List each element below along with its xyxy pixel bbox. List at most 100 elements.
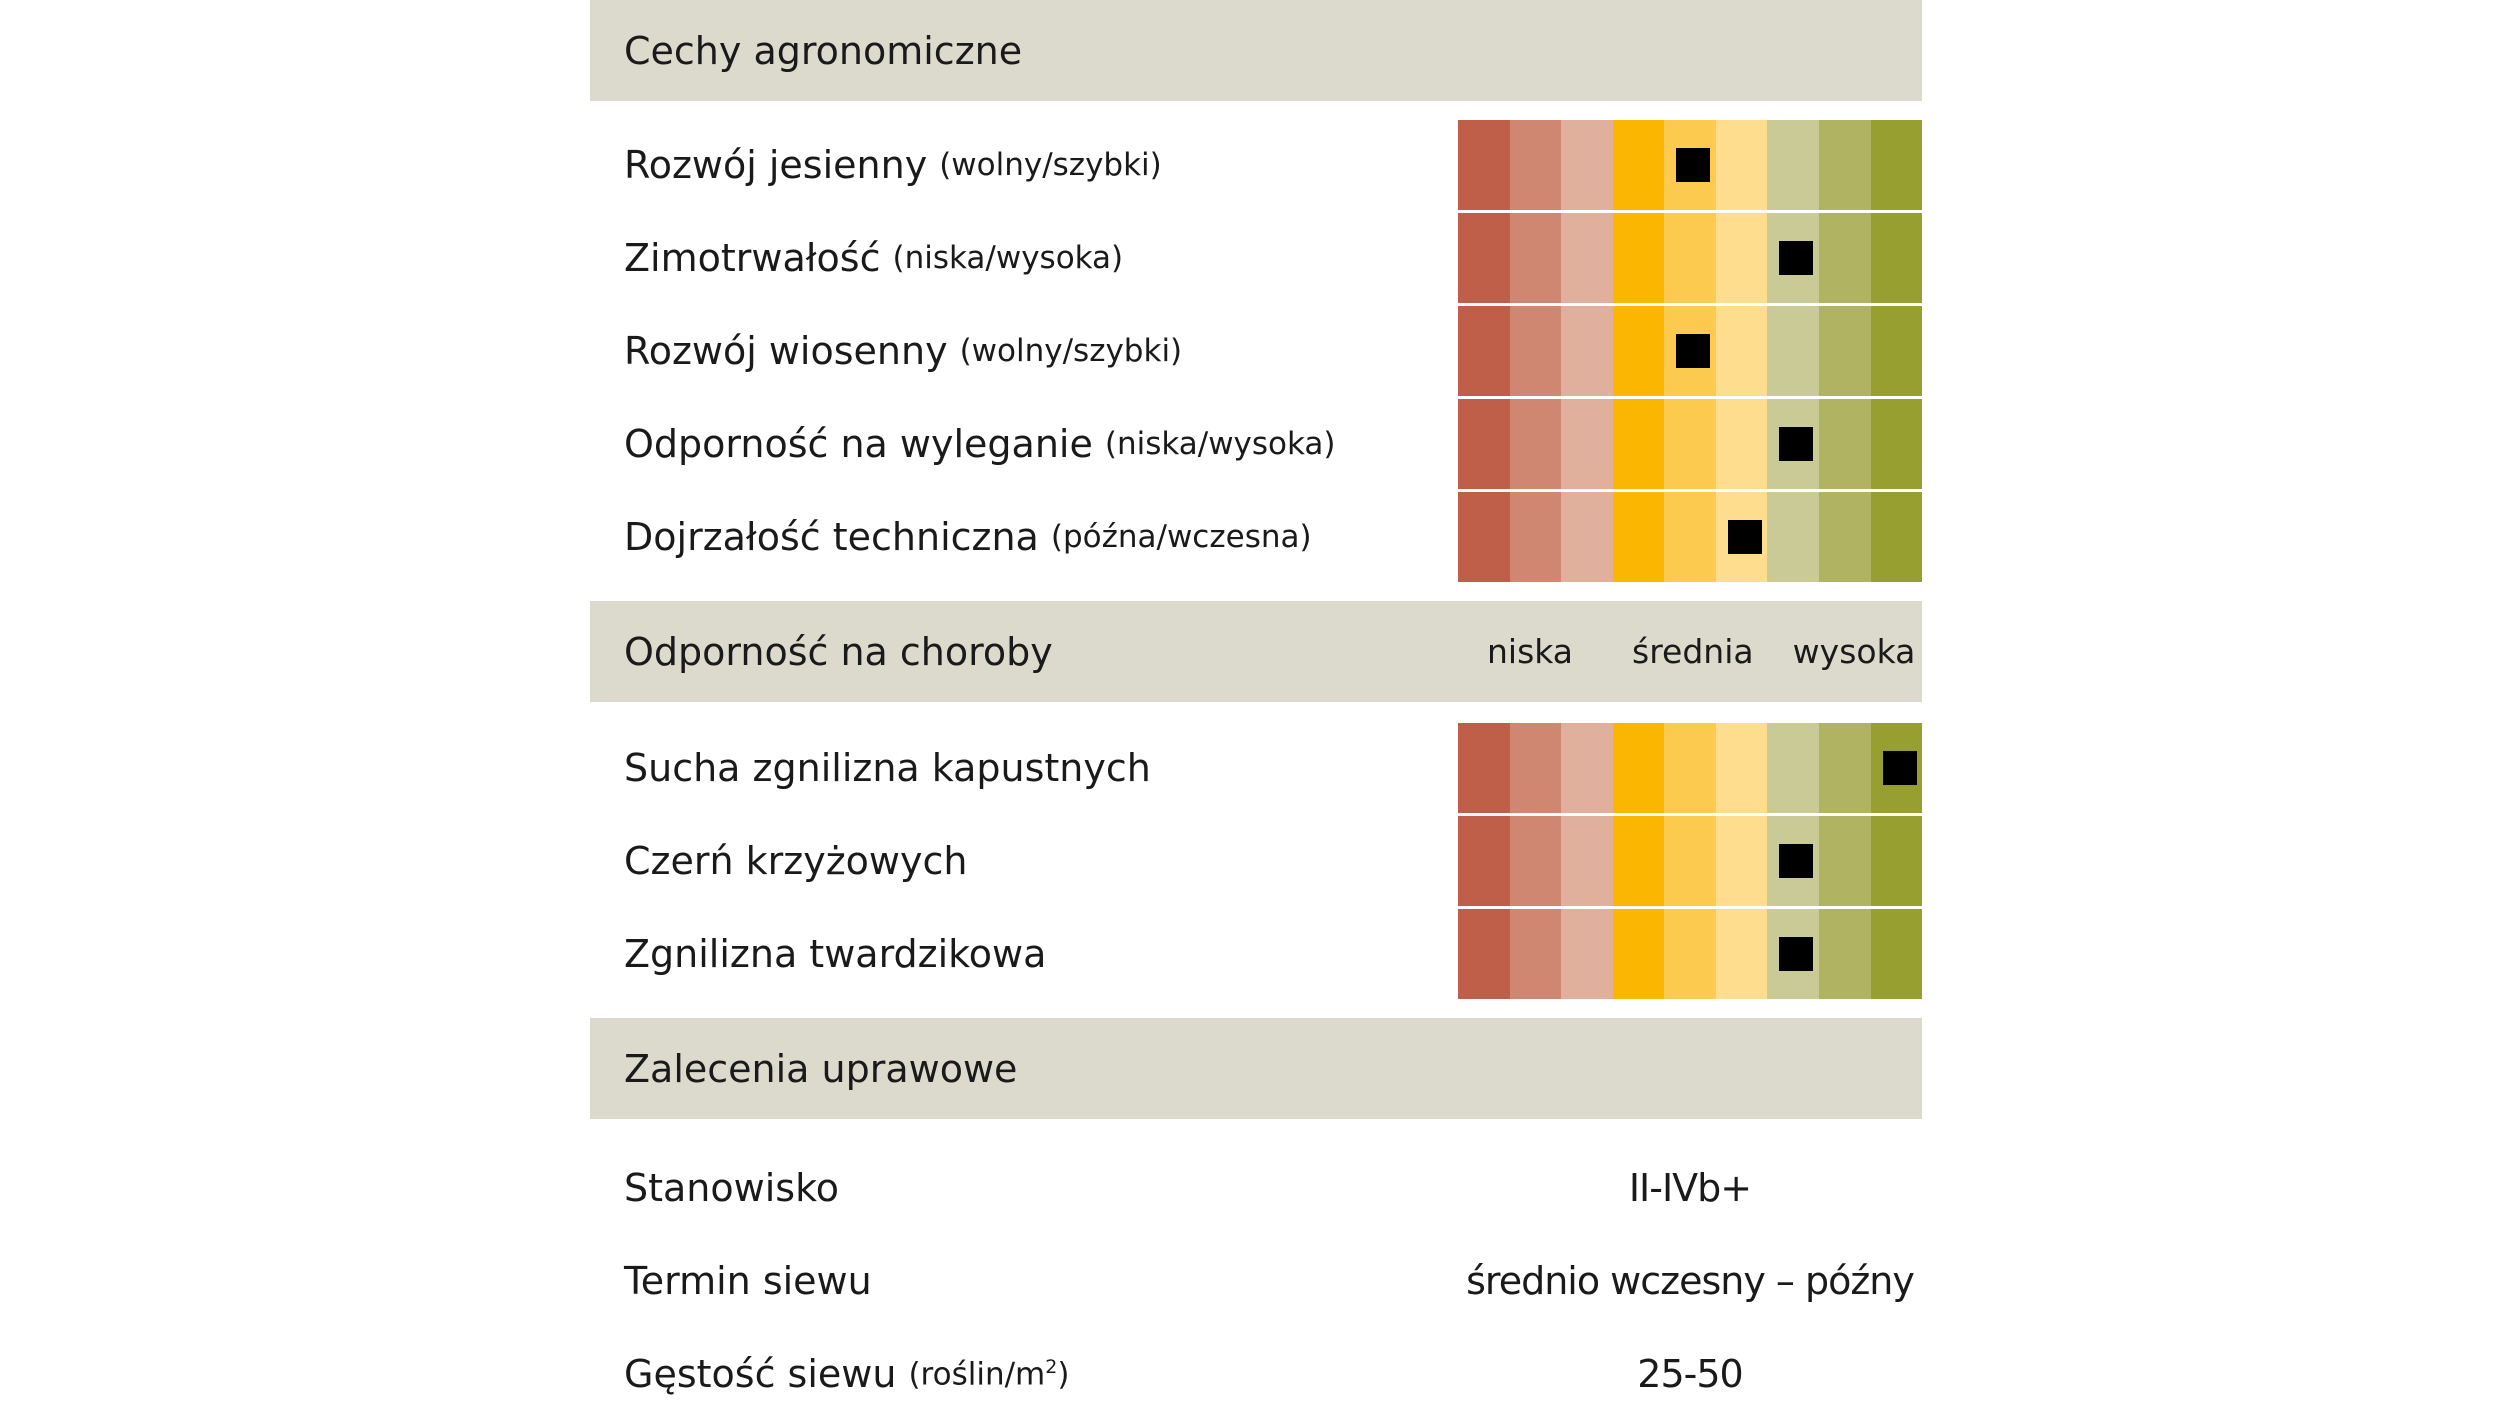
scale-cell-1: [1458, 816, 1510, 906]
agronomic-row-label: Zimotrwałość (niska/wysoka): [624, 213, 1123, 303]
agronomic-rating-scale: [1458, 213, 1923, 303]
scale-cell-8: [1818, 213, 1871, 303]
scale-cell-1: [1458, 306, 1510, 396]
scale-cell-7: [1767, 816, 1819, 906]
scale-cell-4: [1612, 816, 1665, 906]
scale-labels: niska średnia wysoka: [1458, 601, 1922, 702]
scale-cell-5: [1664, 399, 1716, 489]
agronomic-row-hint: (wolny/szybki): [939, 147, 1162, 183]
disease-rating-scale: [1458, 723, 1923, 813]
scale-cell-5: [1664, 723, 1716, 813]
scale-cell-2: [1509, 399, 1562, 489]
scale-cell-4: [1612, 213, 1665, 303]
scale-label-medium: średnia: [1632, 632, 1754, 671]
scale-cell-5: [1664, 213, 1716, 303]
scale-cell-5: [1664, 306, 1716, 396]
recommendation-row-name: Termin siewu: [624, 1259, 872, 1303]
scale-cell-1: [1458, 399, 1510, 489]
scale-cell-5: [1664, 909, 1716, 999]
agronomic-row-hint: (niska/wysoka): [892, 240, 1124, 276]
scale-cell-6: [1715, 492, 1768, 582]
scale-cell-5: [1664, 816, 1716, 906]
agronomic-row-hint: (niska/wysoka): [1104, 426, 1336, 462]
hint-text: (roślin/m: [908, 1356, 1046, 1393]
recommendation-value: 25-50: [1637, 1352, 1743, 1396]
scale-cell-2: [1509, 492, 1562, 582]
scale-cell-8: [1818, 492, 1871, 582]
scale-cell-7: [1767, 399, 1819, 489]
scale-cell-7: [1767, 306, 1819, 396]
scale-cell-3: [1561, 399, 1613, 489]
recommendation-row-hint: (roślin/m2): [908, 1356, 1069, 1392]
scale-cell-3: [1561, 306, 1613, 396]
disease-row-name: Zgnilizna twardzikowa: [624, 932, 1047, 976]
rating-marker: [1727, 520, 1762, 554]
disease-row-label: Sucha zgnilizna kapustnych: [624, 723, 1151, 813]
scale-cell-3: [1561, 816, 1613, 906]
scale-cell-3: [1561, 723, 1613, 813]
rating-marker: [1676, 148, 1711, 182]
disease-row-label: Czerń krzyżowych: [624, 816, 967, 906]
rating-marker: [1882, 751, 1917, 785]
agronomic-rating-scale: [1458, 492, 1923, 582]
scale-cell-4: [1612, 399, 1665, 489]
agronomic-row-name: Rozwój jesienny: [624, 143, 928, 187]
scale-cell-7: [1767, 909, 1819, 999]
scale-cell-8: [1818, 306, 1871, 396]
scale-cell-8: [1818, 120, 1871, 210]
disease-row-name: Sucha zgnilizna kapustnych: [624, 746, 1151, 790]
disease-section-title: Odporność na choroby: [624, 629, 1053, 674]
scale-cell-6: [1715, 120, 1768, 210]
scale-cell-6: [1715, 213, 1768, 303]
scale-cell-8: [1818, 816, 1871, 906]
variety-characteristics-sheet: Cechy agronomiczne Rozwój jesienny (wolny…: [590, 0, 1923, 1408]
hint-close: ): [1057, 1356, 1070, 1393]
rating-marker: [1779, 844, 1814, 878]
recommendation-row-label: Stanowisko: [624, 1143, 839, 1233]
agronomic-row-hint: (wolny/szybki): [959, 333, 1183, 369]
scale-cell-2: [1509, 213, 1562, 303]
scale-cell-3: [1561, 213, 1613, 303]
recommendations-section-header: Zalecenia uprawowe: [590, 1018, 1922, 1119]
scale-cell-6: [1715, 909, 1768, 999]
scale-cell-8: [1818, 723, 1871, 813]
scale-cell-5: [1664, 492, 1716, 582]
recommendation-value: II-IVb+: [1628, 1166, 1752, 1210]
scale-cell-9: [1870, 492, 1923, 582]
scale-cell-4: [1612, 492, 1665, 582]
scale-cell-9: [1870, 120, 1923, 210]
scale-cell-2: [1509, 909, 1562, 999]
agronomic-row-label: Dojrzałość techniczna (późna/wczesna): [624, 492, 1312, 582]
agronomic-section-title: Cechy agronomiczne: [624, 28, 1023, 73]
disease-section-header: Odporność na choroby niska średnia wysok…: [590, 601, 1922, 702]
recommendation-row-name: Gęstość siewu: [624, 1352, 897, 1396]
scale-cell-1: [1458, 909, 1510, 999]
agronomic-row-name: Rozwój wiosenny: [624, 329, 948, 373]
scale-cell-1: [1458, 492, 1510, 582]
scale-cell-9: [1870, 213, 1923, 303]
scale-cell-4: [1612, 306, 1665, 396]
agronomic-rating-scale: [1458, 120, 1923, 210]
scale-cell-3: [1561, 909, 1613, 999]
rating-marker: [1676, 334, 1711, 368]
scale-cell-7: [1767, 723, 1819, 813]
scale-cell-1: [1458, 723, 1510, 813]
recommendation-value: średnio wczesny – późny: [1466, 1259, 1915, 1303]
scale-cell-1: [1458, 120, 1510, 210]
scale-cell-3: [1561, 492, 1613, 582]
scale-cell-6: [1715, 399, 1768, 489]
scale-label-high: wysoka: [1792, 632, 1916, 671]
scale-cell-4: [1612, 723, 1665, 813]
scale-cell-2: [1509, 120, 1562, 210]
scale-cell-2: [1509, 306, 1562, 396]
scale-cell-7: [1767, 120, 1819, 210]
agronomic-rating-scale: [1458, 399, 1923, 489]
hint-superscript: 2: [1045, 1355, 1058, 1378]
agronomic-row-name: Zimotrwałość: [624, 236, 881, 280]
disease-rating-scale: [1458, 909, 1923, 999]
scale-cell-2: [1509, 723, 1562, 813]
scale-label-low: niska: [1486, 632, 1574, 671]
recommendation-row-name: Stanowisko: [624, 1166, 839, 1210]
scale-cell-7: [1767, 213, 1819, 303]
scale-cell-3: [1561, 120, 1613, 210]
